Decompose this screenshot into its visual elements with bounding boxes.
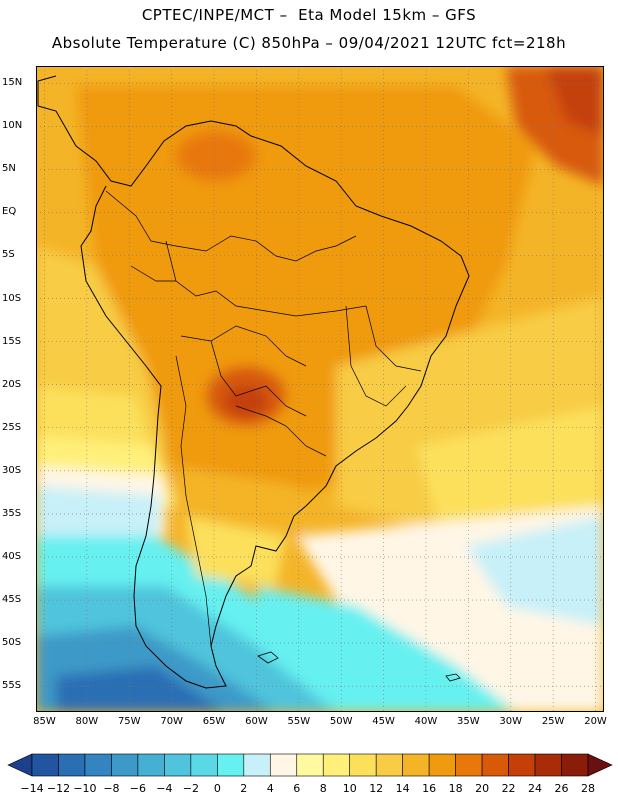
islands bbox=[257, 651, 461, 682]
colorbar-tick-label: −10 bbox=[73, 782, 97, 795]
colorbar-tick-label: 0 bbox=[213, 782, 221, 795]
latitude-label: EQ bbox=[2, 206, 17, 218]
colorbar-box bbox=[481, 753, 509, 777]
colorbar-box bbox=[455, 753, 483, 777]
field-hot-chaco-core bbox=[224, 385, 268, 417]
colorbar-box bbox=[84, 753, 112, 777]
colorbar-tick-label: 12 bbox=[369, 782, 384, 795]
latitude-label: 25S bbox=[2, 421, 22, 433]
latitude-label: 45S bbox=[2, 594, 22, 606]
colorbar-max-triangle bbox=[587, 753, 613, 777]
latitude-label: 55S bbox=[2, 680, 22, 692]
latitude-label: 15S bbox=[2, 335, 22, 347]
longitude-label: 55W bbox=[287, 716, 311, 727]
colorbar-tick-label: −4 bbox=[156, 782, 173, 795]
longitude-label: 40W bbox=[414, 716, 438, 727]
colorbar-tick-label: −14 bbox=[20, 782, 44, 795]
colorbar-tick-label: 18 bbox=[448, 782, 463, 795]
latitude-label: 40S bbox=[2, 550, 22, 562]
colorbar-box bbox=[137, 753, 165, 777]
latitude-label: 50S bbox=[2, 637, 22, 649]
longitude-label: 70W bbox=[160, 716, 183, 727]
colorbar-box bbox=[58, 753, 86, 777]
colorbar-box bbox=[534, 753, 562, 777]
colorbar-tick-label: 10 bbox=[342, 782, 357, 795]
latitude-label: 35S bbox=[2, 507, 22, 519]
latitude-label: 10S bbox=[2, 292, 22, 304]
latitude-label: 5N bbox=[2, 163, 16, 175]
longitude-label: 80W bbox=[75, 716, 99, 727]
field-warm-nw bbox=[176, 131, 256, 181]
colorbar-box bbox=[164, 753, 192, 777]
longitude-label: 75W bbox=[117, 716, 141, 727]
colorbar-box bbox=[217, 753, 245, 777]
latitude-label: 20S bbox=[2, 378, 22, 390]
colorbar-tick-label: 8 bbox=[319, 782, 327, 795]
latitude-label: 5S bbox=[2, 249, 15, 261]
colorbar-box bbox=[322, 753, 351, 777]
colorbar-box bbox=[561, 753, 589, 777]
colorbar-tick-label: 14 bbox=[395, 782, 410, 795]
colorbar-tick-label: 28 bbox=[581, 782, 595, 795]
field-argentina-12 bbox=[186, 516, 286, 586]
colorbar-tick-label: 2 bbox=[240, 782, 248, 795]
latitude-label: 30S bbox=[2, 464, 22, 476]
colorbar-tick-label: 20 bbox=[475, 782, 490, 795]
latitude-label: 10N bbox=[2, 120, 23, 132]
colorbar-tick-label: −6 bbox=[129, 782, 146, 795]
map-title-line2: Absolute Temperature (C) 850hPa – 09/04/… bbox=[51, 34, 567, 52]
longitude-label: 60W bbox=[245, 716, 268, 727]
colorbar-box bbox=[402, 753, 430, 777]
colorbar-tick-label: −12 bbox=[46, 782, 71, 795]
latitude-label: 15N bbox=[2, 77, 23, 89]
map-border bbox=[36, 66, 604, 712]
map-title-line1: CPTEC/INPE/MCT – Eta Model 15km – GFS bbox=[141, 6, 477, 24]
colorbar-box bbox=[296, 753, 324, 777]
colorbar-box bbox=[190, 753, 218, 777]
longitude-label: 45W bbox=[372, 716, 395, 727]
colorbar-tick-label: 16 bbox=[422, 782, 437, 795]
lat-lon-grid bbox=[36, 66, 604, 712]
colorbar bbox=[7, 753, 613, 777]
colorbar-box bbox=[269, 753, 298, 777]
colorbar-box bbox=[375, 753, 403, 777]
longitude-label: 65W bbox=[202, 716, 226, 727]
coastline-outline bbox=[37, 75, 470, 689]
longitude-label: 50W bbox=[329, 716, 353, 727]
colorbar-tick-label: 6 bbox=[293, 782, 301, 795]
longitude-label: 85W bbox=[33, 716, 56, 727]
colorbar-box bbox=[31, 753, 59, 777]
colorbar-box bbox=[111, 753, 139, 777]
longitude-label: 30W bbox=[499, 716, 523, 727]
longitude-label: 35W bbox=[457, 716, 480, 727]
colorbar-box bbox=[508, 753, 536, 777]
colorbar-tick-label: −8 bbox=[103, 782, 120, 795]
colorbar-box bbox=[243, 753, 271, 777]
longitude-label: 25W bbox=[541, 716, 565, 727]
colorbar-min-triangle bbox=[7, 753, 33, 777]
field-cold-south-4 bbox=[56, 666, 226, 712]
colorbar-tick-label: 26 bbox=[554, 782, 569, 795]
colorbar-tick-label: 24 bbox=[528, 782, 543, 795]
field-atlantic-6 bbox=[466, 516, 604, 626]
colorbar-tick-label: 22 bbox=[501, 782, 516, 795]
country-borders bbox=[105, 190, 422, 647]
map-canvas bbox=[36, 66, 604, 712]
temperature-map bbox=[36, 66, 604, 712]
colorbar-box bbox=[428, 753, 456, 777]
longitude-label: 20W bbox=[584, 716, 607, 727]
colorbar-tick-label: −2 bbox=[182, 782, 199, 795]
colorbar-tick-label: 4 bbox=[266, 782, 274, 795]
colorbar-box bbox=[349, 753, 377, 777]
